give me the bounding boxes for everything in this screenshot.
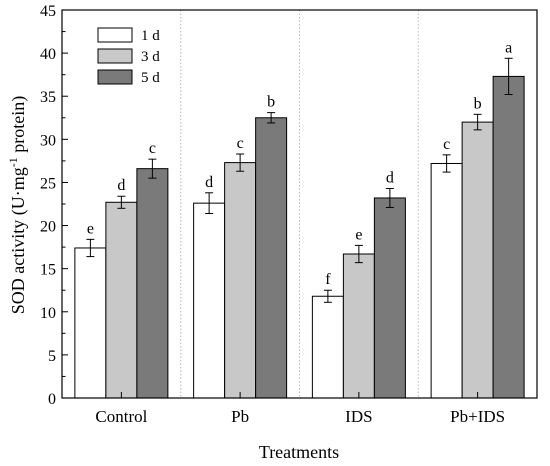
- legend: 1 d 3 d 5 d: [97, 27, 160, 86]
- y-tick-label: 0: [48, 391, 56, 408]
- bar: [193, 202, 226, 399]
- significance-letter: a: [505, 39, 512, 56]
- x-tick-label: Control: [95, 407, 147, 426]
- bar: [105, 201, 138, 399]
- significance-letter: b: [474, 95, 482, 112]
- y-axis-label: SOD activity (U·mg-1 protein): [6, 96, 29, 314]
- legend-label: 5 d: [141, 70, 160, 86]
- significance-letter: e: [87, 220, 94, 237]
- y-tick-label: 10: [40, 305, 56, 322]
- y-axis-label-superscript: -1: [6, 157, 20, 167]
- bar: [255, 117, 288, 399]
- significance-letter: c: [237, 135, 244, 152]
- bar: [342, 253, 375, 399]
- significance-letter: b: [267, 94, 275, 111]
- legend-swatch: [97, 48, 133, 64]
- bar: [461, 121, 494, 399]
- y-tick-label: 35: [40, 89, 56, 106]
- y-tick-label: 25: [40, 175, 56, 192]
- bars: e d f c d c e b c b d a: [74, 39, 525, 399]
- gridlines: [180, 10, 419, 398]
- y-tick-label: 30: [40, 132, 56, 149]
- x-tick-label: Pb+IDS: [450, 407, 505, 426]
- y-tick-label: 15: [40, 262, 56, 279]
- bar: [430, 162, 463, 399]
- y-tick-label: 40: [40, 46, 56, 63]
- x-tick-label: IDS: [345, 407, 372, 426]
- significance-letter: d: [205, 174, 213, 191]
- legend-label: 3 d: [141, 49, 160, 65]
- bar: [311, 295, 344, 399]
- significance-letter: d: [386, 169, 394, 186]
- significance-letter: d: [117, 177, 125, 194]
- bar: [224, 162, 257, 399]
- legend-label: 1 d: [141, 28, 160, 44]
- legend-swatch: [97, 69, 133, 85]
- y-axis-label-suffix: protein): [8, 96, 29, 157]
- significance-letter: f: [325, 271, 331, 288]
- bar: [74, 247, 107, 399]
- legend-swatch: [97, 27, 133, 43]
- y-tick-label: 5: [48, 348, 56, 365]
- significance-letter: c: [443, 136, 450, 153]
- bar: [136, 168, 169, 399]
- y-axis-label-main: SOD activity (U·mg: [8, 167, 29, 314]
- y-tick-label: 20: [40, 219, 56, 236]
- y-tick-label: 45: [40, 3, 56, 20]
- bar: [373, 197, 406, 399]
- x-tick-label: Pb: [231, 407, 249, 426]
- x-axis-label: Treatments: [259, 442, 339, 462]
- axes: 0 5 10 15 20 25 30 35 40 45 Control Pb IDS Pb+IDS: [40, 3, 538, 426]
- bar: [492, 75, 525, 399]
- significance-letter: e: [355, 226, 362, 243]
- significance-letter: c: [149, 140, 156, 157]
